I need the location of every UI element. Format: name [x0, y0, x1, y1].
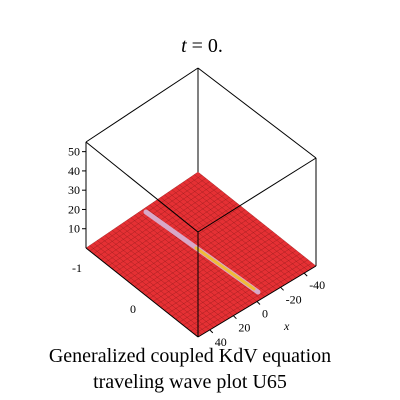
x-axis-label: x: [283, 319, 290, 333]
bounding-box-back: [85, 67, 317, 172]
mesh-line: [190, 259, 309, 332]
x-tick-mark: [303, 272, 308, 277]
x-tick-label: 0: [262, 307, 268, 321]
title-value: = 0.: [187, 35, 223, 57]
caption-line-2: traveling wave plot U65: [93, 371, 287, 393]
box-edge-back: [197, 67, 317, 159]
wave-ridge: [143, 209, 261, 295]
caption-line-1: Generalized coupled KdV equation: [49, 345, 331, 367]
box-edge-back: [85, 67, 199, 143]
mesh-line: [179, 184, 297, 279]
mesh-line: [197, 171, 317, 267]
wave-ridge-highlight: [194, 246, 256, 291]
x-tick-mark: [209, 329, 214, 334]
y-tick-label: 0: [130, 302, 136, 316]
mesh-line: [186, 256, 305, 329]
surface-plot: [85, 171, 317, 338]
mesh-line: [190, 176, 309, 271]
z-tick-label: 10: [68, 222, 80, 236]
mesh-line: [182, 181, 301, 276]
x-tick-label: 20: [238, 321, 250, 335]
title-variable: t: [181, 35, 187, 57]
mesh-line: [194, 174, 313, 269]
x-tick-mark: [256, 301, 261, 305]
x-tick-mark: [233, 315, 237, 320]
x-tick-label: -40: [309, 278, 325, 292]
x-tick-label: 40: [215, 335, 227, 349]
z-tick-label: 30: [68, 183, 80, 197]
z-tick-label: 40: [68, 164, 80, 178]
box-edge-front: [85, 141, 199, 233]
z-tick-label: 20: [68, 202, 80, 216]
box-edge-front: [85, 247, 199, 338]
box-edge-front: [197, 157, 317, 233]
x-tick-label: -20: [286, 292, 302, 306]
z-tick-label: 50: [68, 145, 80, 159]
mesh-line: [186, 179, 305, 274]
x-tick-mark: [280, 286, 284, 291]
chart-title: t = 0.: [181, 35, 223, 57]
y-tick-label: -1: [72, 261, 82, 275]
axis-ticks: 10 20 30 40 50 -1 0 -40 -20 0 20 40: [68, 145, 325, 349]
mesh-line: [194, 262, 313, 335]
mesh-line: [182, 253, 301, 326]
